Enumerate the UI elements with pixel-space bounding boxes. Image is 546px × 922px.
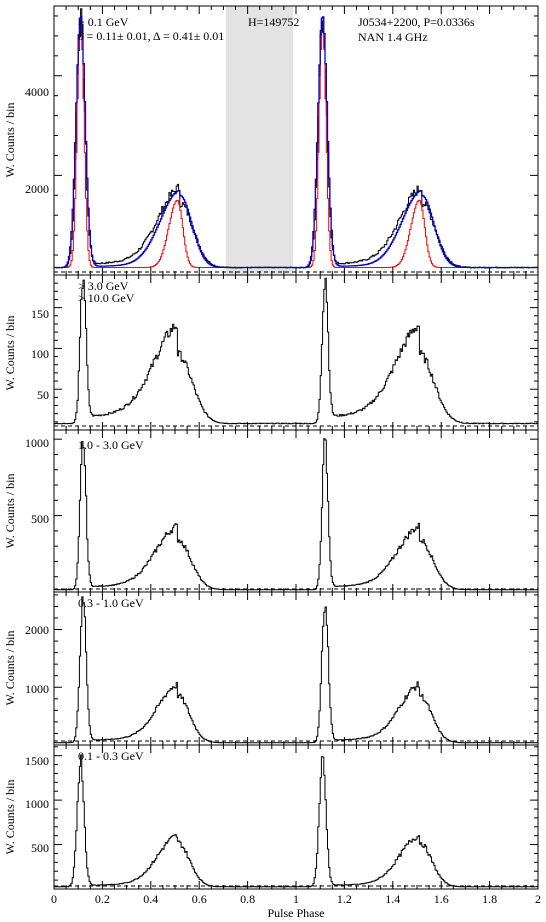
ylabel: W. Counts / bin — [3, 780, 17, 855]
panel-4-ticks — [53, 592, 539, 745]
energy-label: 0.3 - 1.0 GeV — [78, 596, 144, 610]
ylabel: W. Counts / bin — [3, 631, 17, 706]
ytick-label: 100 — [31, 347, 49, 361]
x-tick-label: 0 — [51, 892, 57, 906]
panel-4-curves — [54, 596, 538, 744]
x-tick-label: 1.8 — [482, 892, 497, 906]
ytick-label: 1000 — [25, 436, 49, 450]
x-tick-label: 0.6 — [192, 892, 207, 906]
h-stat-label: H=149752 — [248, 15, 299, 29]
ytick-label: 2000 — [25, 182, 49, 196]
energy-label: > 3.0 GeV — [78, 279, 129, 293]
x-tick-label: 0.2 — [95, 892, 110, 906]
fit-label: δ = 0.11± 0.01, Δ = 0.41± 0.01 — [78, 29, 224, 43]
ytick-label: 1000 — [25, 797, 49, 811]
energy-label: > 0.1 GeV — [78, 15, 129, 29]
series-line-nan-1-4-ghz — [54, 19, 538, 268]
series-line-0-3-1-0-gev — [54, 596, 538, 744]
series-line--3-0-gev — [54, 277, 538, 425]
ylabel: W. Counts / bin — [3, 103, 17, 178]
xlabel: Pulse Phase — [268, 906, 325, 920]
shaded-region — [226, 6, 293, 275]
ytick-label: 1500 — [25, 754, 49, 768]
x-tick-label: 0.4 — [143, 892, 158, 906]
panel-3: 1000 500 W. Counts / bin 1.0 - 3.0 GeV — [3, 429, 539, 593]
panel-2-ticks — [53, 275, 539, 430]
panel-3-ticks — [53, 430, 539, 592]
x-tick-label: 0.8 — [240, 892, 255, 906]
series-line-1-0-3-0-gev — [54, 438, 538, 591]
ytick-label: 500 — [31, 512, 49, 526]
series-line-0-1-0-3-gev — [54, 754, 538, 888]
x-tick-label: 1 — [293, 892, 299, 906]
series-line-model-2 — [54, 16, 538, 269]
x-tick-label: 1.6 — [434, 892, 449, 906]
energy-label: 0.1 - 0.3 GeV — [78, 749, 144, 763]
ytick-label: 50 — [37, 388, 49, 402]
panel-5: 1500 1000 500 W. Counts / bin 0.1 - 0.3 … — [3, 744, 541, 920]
source-label: J0534+2200, P=0.0336s — [358, 15, 475, 29]
x-tick-label: 2 — [535, 892, 541, 906]
panel-4-frame — [53, 591, 539, 746]
x-tick-label: 1.4 — [385, 892, 400, 906]
panel-top-ticks — [53, 6, 539, 275]
panel-top-frame — [53, 5, 539, 276]
energy-label-2: > 10.0 GeV — [78, 291, 135, 305]
panel-top: 4000 2000 W. Counts / bin > 0.1 GeV δ = … — [3, 5, 539, 276]
series-line--0-1-gev — [54, 8, 538, 269]
x-tick-label: 1.2 — [337, 892, 352, 906]
panel-4: 2000 1000 W. Counts / bin 0.3 - 1.0 GeV — [3, 591, 539, 746]
ytick-label: 2000 — [25, 623, 49, 637]
x-tick-labels: 0 0.2 0.4 0.6 0.8 1 1.2 1.4 1.6 1.8 2 — [51, 892, 541, 906]
ytick-label: 150 — [31, 307, 49, 321]
energy-label: 1.0 - 3.0 GeV — [78, 438, 144, 452]
panel-2-curves — [54, 277, 538, 425]
panel-2: 150 100 50 W. Counts / bin > 3.0 GeV > 1… — [3, 274, 539, 431]
panel-3-frame — [53, 429, 539, 593]
panel-top-curves — [54, 8, 538, 269]
radio-label: NAN 1.4 GHz — [358, 30, 428, 44]
ylabel: W. Counts / bin — [3, 474, 17, 549]
ytick-label: 4000 — [25, 85, 49, 99]
ytick-label: 1000 — [25, 682, 49, 696]
panel-3-curves — [54, 438, 538, 591]
ytick-label: 500 — [31, 841, 49, 855]
ylabel: W. Counts / bin — [3, 316, 17, 391]
panel-5-frame — [53, 744, 539, 890]
panel-5-curves — [54, 754, 538, 888]
panel-5-ticks — [53, 745, 539, 889]
